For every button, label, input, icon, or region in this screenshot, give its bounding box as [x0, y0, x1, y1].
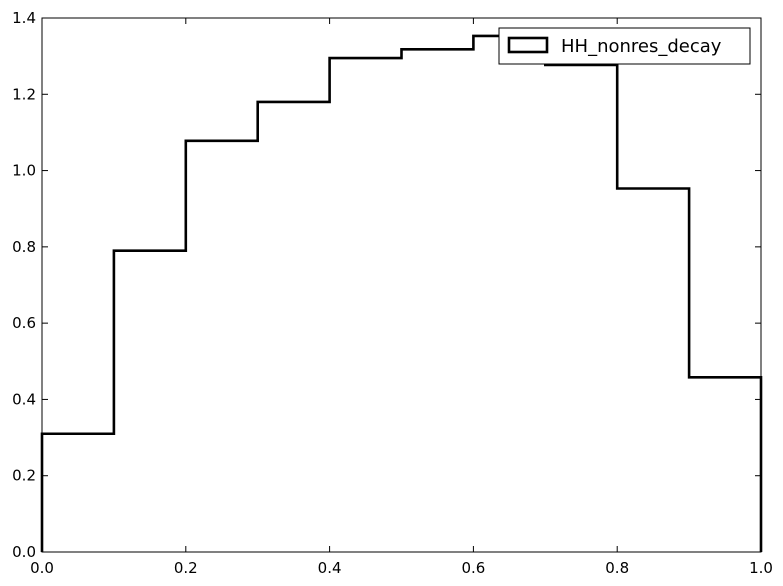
y-tick-label: 0.0 [12, 543, 36, 561]
x-tick-label: 0.2 [174, 559, 198, 577]
y-tick-label: 1.2 [12, 85, 36, 103]
axis-tick-labels: 0.0 0.2 0.4 0.6 0.8 1.0 0.0 0.2 0.4 0.6 0.8 1.0 1.2 1… [12, 9, 773, 577]
axis-ticks [41, 17, 762, 553]
legend-label: HH_nonres_decay [561, 36, 722, 57]
y-tick-label: 0.6 [12, 314, 36, 332]
x-tick-label: 0.0 [30, 559, 54, 577]
histogram-step-line [40, 34, 763, 552]
plot-frame [41, 17, 762, 553]
x-tick-label: 0.4 [318, 559, 342, 577]
y-tick-label: 0.2 [12, 467, 36, 485]
legend-swatch [507, 36, 549, 54]
y-tick-label: 1.0 [12, 162, 36, 180]
x-tick-label: 0.6 [461, 559, 485, 577]
legend-box [498, 27, 751, 65]
y-tick-label: 0.8 [12, 238, 36, 256]
x-tick-label: 1.0 [749, 559, 773, 577]
x-tick-label: 0.8 [605, 559, 629, 577]
legend: HH_nonres_decay [498, 27, 751, 65]
y-tick-label: 0.4 [12, 390, 36, 408]
y-tick-label: 1.4 [12, 9, 36, 27]
